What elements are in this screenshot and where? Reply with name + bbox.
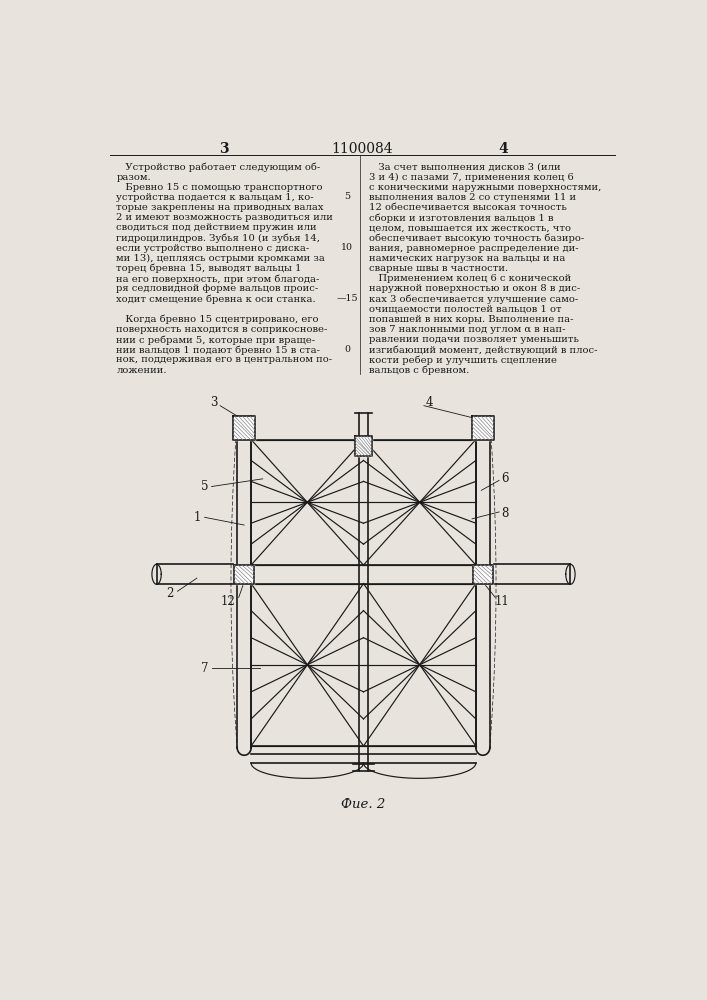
- Text: целом, повышается их жесткость, что: целом, повышается их жесткость, что: [369, 223, 571, 232]
- Text: 2: 2: [166, 587, 173, 600]
- Polygon shape: [472, 416, 493, 440]
- Text: разом.: разом.: [116, 173, 151, 182]
- Text: 3 и 4) с пазами 7, применения колец 6: 3 и 4) с пазами 7, применения колец 6: [369, 173, 573, 182]
- Text: очищаемости полостей вальцов 1 от: очищаемости полостей вальцов 1 от: [369, 305, 561, 314]
- Text: зов 7 наклонными под углом α в нап-: зов 7 наклонными под углом α в нап-: [369, 325, 566, 334]
- Text: Фие. 2: Фие. 2: [341, 798, 385, 811]
- Text: 7: 7: [201, 662, 209, 675]
- Text: торые закреплены на приводных валах: торые закреплены на приводных валах: [116, 203, 324, 212]
- Text: 12: 12: [221, 595, 235, 608]
- Text: Когда бревно 15 сцентрировано, его: Когда бревно 15 сцентрировано, его: [116, 315, 319, 324]
- Text: 12 обеспечивается высокая точность: 12 обеспечивается высокая точность: [369, 203, 567, 212]
- Polygon shape: [473, 565, 493, 584]
- Text: сводиться под действием пружин или: сводиться под действием пружин или: [116, 223, 317, 232]
- Text: 5: 5: [201, 480, 209, 493]
- Text: 2 и имеют возможность разводиться или: 2 и имеют возможность разводиться или: [116, 213, 333, 222]
- Text: если устройство выполнено с диска-: если устройство выполнено с диска-: [116, 244, 310, 253]
- Text: 5: 5: [344, 192, 350, 201]
- Text: вания, равномерное распределение ди-: вания, равномерное распределение ди-: [369, 244, 578, 253]
- Text: Бревно 15 с помощью транспортного: Бревно 15 с помощью транспортного: [116, 183, 323, 192]
- Text: сварные швы в частности.: сварные швы в частности.: [369, 264, 508, 273]
- Text: нок, поддерживая его в центральном по-: нок, поддерживая его в центральном по-: [116, 355, 332, 364]
- Text: 3: 3: [210, 396, 218, 409]
- Text: Устройство работает следующим об-: Устройство работает следующим об-: [116, 162, 320, 172]
- Text: намических нагрузок на вальцы и на: намических нагрузок на вальцы и на: [369, 254, 566, 263]
- Text: 8: 8: [502, 507, 509, 520]
- Text: ложении.: ложении.: [116, 366, 167, 375]
- Text: сборки и изготовления вальцов 1 в: сборки и изготовления вальцов 1 в: [369, 213, 554, 223]
- Text: 10: 10: [341, 243, 354, 252]
- Text: изгибающий момент, действующий в плос-: изгибающий момент, действующий в плос-: [369, 345, 597, 355]
- Text: —15: —15: [337, 294, 358, 303]
- Text: выполнения валов 2 со ступенями 11 и: выполнения валов 2 со ступенями 11 и: [369, 193, 576, 202]
- Text: 3: 3: [219, 142, 229, 156]
- Text: наружной поверхностью и окон 8 в дис-: наружной поверхностью и окон 8 в дис-: [369, 284, 580, 293]
- Text: ря седловидной форме вальцов проис-: ря седловидной форме вальцов проис-: [116, 284, 319, 293]
- Text: гидроцилиндров. Зубья 10 (и зубья 14,: гидроцилиндров. Зубья 10 (и зубья 14,: [116, 233, 320, 243]
- Text: 1: 1: [193, 511, 201, 524]
- Polygon shape: [355, 436, 372, 456]
- Text: равлении подачи позволяет уменьшить: равлении подачи позволяет уменьшить: [369, 335, 579, 344]
- Text: поверхность находится в соприкоснове-: поверхность находится в соприкоснове-: [116, 325, 327, 334]
- Text: нии с ребрами 5, которые при враще-: нии с ребрами 5, которые при враще-: [116, 335, 315, 345]
- Text: 1100084: 1100084: [331, 142, 393, 156]
- Text: 6: 6: [501, 472, 509, 485]
- Text: на его поверхность, при этом благода-: на его поверхность, при этом благода-: [116, 274, 320, 284]
- Text: вальцов с бревном.: вальцов с бревном.: [369, 366, 469, 375]
- Text: За счет выполнения дисков 3 (или: За счет выполнения дисков 3 (или: [369, 162, 561, 171]
- Text: ми 13), цепляясь острыми кромками за: ми 13), цепляясь острыми кромками за: [116, 254, 325, 263]
- Text: 4: 4: [498, 142, 508, 156]
- Text: кости ребер и улучшить сцепление: кости ребер и улучшить сцепление: [369, 355, 557, 365]
- Text: ках 3 обеспечивается улучшение само-: ках 3 обеспечивается улучшение само-: [369, 294, 578, 304]
- Polygon shape: [234, 565, 255, 584]
- Text: торец бревна 15, выводят вальцы 1: торец бревна 15, выводят вальцы 1: [116, 264, 302, 273]
- Text: с коническими наружными поверхностями,: с коническими наружными поверхностями,: [369, 183, 601, 192]
- Text: устройства подается к вальцам 1, ко-: устройства подается к вальцам 1, ко-: [116, 193, 314, 202]
- Text: 0: 0: [344, 345, 350, 354]
- Text: 4: 4: [426, 396, 433, 409]
- Text: ходит смещение бревна к оси станка.: ходит смещение бревна к оси станка.: [116, 294, 316, 304]
- Text: попавшей в них коры. Выполнение па-: попавшей в них коры. Выполнение па-: [369, 315, 573, 324]
- Text: нии вальцов 1 подают бревно 15 в ста-: нии вальцов 1 подают бревно 15 в ста-: [116, 345, 320, 355]
- Text: обеспечивает высокую точность базиро-: обеспечивает высокую точность базиро-: [369, 233, 584, 243]
- Text: Применением колец 6 с конической: Применением колец 6 с конической: [369, 274, 571, 283]
- Text: 11: 11: [495, 595, 510, 608]
- Polygon shape: [233, 416, 255, 440]
